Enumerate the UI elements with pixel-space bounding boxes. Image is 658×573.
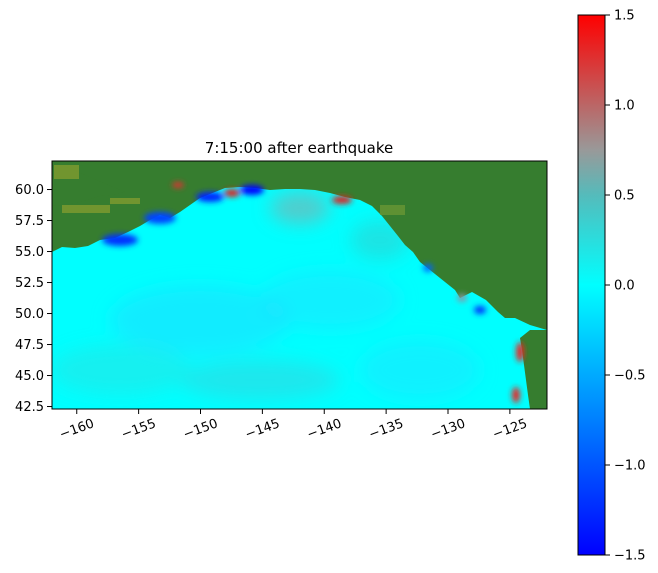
x-axis: −160 −155 −150 −145 −140 −135 −130 −125 bbox=[58, 409, 530, 443]
colorbar-tick-label: 1.5 bbox=[614, 9, 635, 24]
map-plot-area bbox=[52, 161, 547, 409]
colorbar-axis: −1.5 −1.0 −0.5 0.0 0.5 1.0 1.5 bbox=[605, 9, 646, 564]
y-tick-label: 55.0 bbox=[15, 245, 44, 260]
y-tick-label: 42.5 bbox=[15, 400, 44, 415]
x-tick-label: −130 bbox=[429, 416, 468, 442]
x-tick-label: −140 bbox=[305, 416, 344, 442]
x-tick-label: −150 bbox=[181, 416, 220, 442]
chart-title: 7:15:00 after earthquake bbox=[205, 139, 393, 157]
y-tick-label: 57.5 bbox=[15, 214, 44, 229]
colorbar-tick-label: 0.0 bbox=[614, 279, 635, 294]
x-tick-label: −160 bbox=[58, 416, 97, 442]
land-alaska-north bbox=[52, 161, 547, 330]
map-frame bbox=[51, 160, 548, 410]
colorbar-tick-label: 0.5 bbox=[614, 189, 635, 204]
colorbar-tick-label: 1.0 bbox=[614, 99, 635, 114]
colorbar-tick-label: −0.5 bbox=[614, 369, 646, 384]
y-tick-label: 50.0 bbox=[15, 307, 44, 322]
colorbar-tick-label: −1.0 bbox=[614, 459, 646, 474]
x-tick-label: −145 bbox=[243, 416, 282, 442]
y-tick-label: 45.0 bbox=[15, 369, 44, 384]
x-tick-label: −155 bbox=[119, 416, 158, 442]
colorbar bbox=[577, 14, 606, 556]
land-coast-west bbox=[520, 330, 547, 409]
y-tick-label: 60.0 bbox=[15, 183, 44, 198]
colorbar-tick-label: −1.5 bbox=[614, 549, 646, 564]
coastal-anomalies bbox=[102, 182, 524, 403]
y-axis: 42.5 45.0 47.5 50.0 52.5 55.0 57.5 60.0 bbox=[15, 183, 52, 415]
y-tick-label: 47.5 bbox=[15, 338, 44, 353]
y-tick-label: 52.5 bbox=[15, 276, 44, 291]
land-texture bbox=[54, 165, 405, 215]
x-tick-label: −125 bbox=[491, 416, 530, 442]
x-tick-label: −135 bbox=[367, 416, 406, 442]
